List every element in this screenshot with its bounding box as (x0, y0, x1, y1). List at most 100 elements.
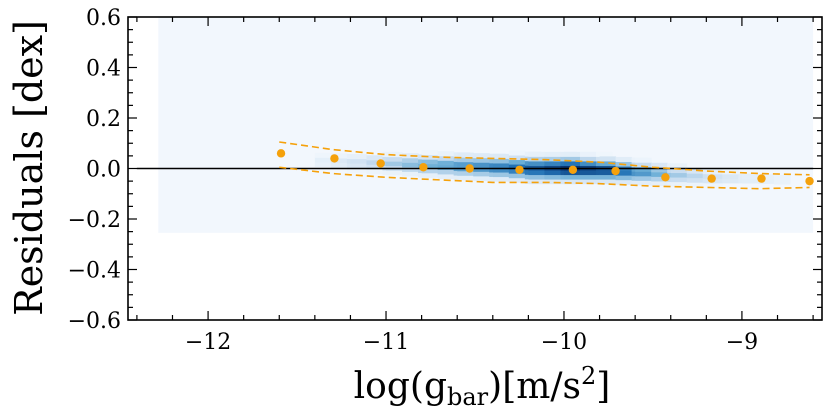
density-cell (615, 156, 633, 162)
x-axis-title-subscript: bar (447, 383, 489, 411)
band-line-1 (279, 141, 810, 176)
density-cell (457, 170, 474, 176)
density-cell (651, 171, 668, 177)
density-cell (457, 157, 474, 163)
density-cell (635, 180, 652, 186)
density-cell (473, 171, 490, 177)
median-point (568, 165, 578, 174)
density-cell (651, 167, 668, 173)
density-cell (330, 153, 348, 159)
density-cell (528, 170, 545, 176)
density-cell (457, 152, 474, 158)
density-cell (528, 151, 545, 157)
density-cell (508, 177, 526, 183)
density-cell (421, 154, 439, 160)
density-cell (508, 173, 526, 179)
y-tick-label: 0.2 (86, 107, 121, 132)
density-cell (437, 160, 455, 166)
density-cell (579, 151, 597, 157)
density-cell (314, 152, 332, 158)
density-cell (544, 160, 561, 166)
y-tick-label: 0.0 (86, 158, 121, 183)
density-cell (563, 156, 581, 162)
density-cell (651, 180, 668, 186)
x-tick-label: −12 (185, 330, 231, 355)
density-cell (350, 163, 367, 169)
density-cell (386, 161, 403, 167)
density-cell (508, 159, 526, 165)
density-cell (492, 172, 510, 178)
density-cell (599, 170, 617, 176)
median-point (465, 164, 474, 173)
density-cell (596, 151, 613, 157)
density-cell (670, 167, 688, 174)
density-cell (635, 175, 652, 181)
y-tick-label: 0.4 (86, 57, 121, 82)
median-point (805, 176, 814, 186)
y-tick-label: 0.6 (86, 6, 121, 31)
median-point (276, 149, 286, 158)
density-cell (437, 173, 455, 179)
x-axis-title-superscript: 2 (581, 362, 596, 390)
tick-labels: −12 −11 −10 −9 −0.6 −0.4 −0.2 0.0 0.2 0.4 0.6 (68, 6, 759, 355)
histogram-background (158, 17, 814, 233)
density-cell (421, 163, 439, 169)
density-cell (421, 172, 439, 178)
median-points-layer (276, 149, 814, 186)
density-cell (615, 175, 633, 181)
density-cell (544, 156, 561, 162)
x-tick-label: −9 (726, 330, 758, 355)
density-cell (651, 162, 668, 168)
density-cell (741, 173, 759, 179)
band-line-2 (279, 166, 810, 190)
density-cell (579, 174, 597, 180)
x-axis-title-main: log(g (354, 366, 447, 407)
density-cell (706, 169, 723, 175)
median-point (707, 174, 716, 183)
density-cell (473, 175, 490, 181)
density-cell (350, 158, 367, 164)
density-cell (421, 159, 439, 165)
density-cell (563, 174, 581, 180)
x-axis-title-end: ] (596, 366, 610, 407)
density-cell (651, 176, 668, 182)
density-cell (686, 168, 704, 174)
density-cell (544, 151, 561, 157)
density-cell (544, 179, 561, 185)
median-point (757, 174, 766, 183)
density-cell (757, 178, 775, 184)
density-cell (670, 163, 688, 169)
density-cell (366, 164, 383, 170)
density-cell (314, 161, 332, 167)
density-cell (528, 160, 545, 166)
density-cell (350, 167, 367, 173)
density-cell (402, 171, 419, 177)
density-cell (437, 155, 455, 161)
density-cell (492, 158, 510, 164)
density-cell (563, 160, 581, 166)
density-cell (350, 154, 367, 160)
density-cell (579, 170, 597, 176)
density-cell (457, 161, 474, 167)
density-cell (402, 153, 419, 159)
density-cell (528, 174, 545, 180)
density-cell (473, 153, 490, 159)
density-cell (670, 172, 688, 178)
density-cell (722, 173, 739, 179)
axis-ticks (128, 16, 822, 321)
median-point (419, 163, 428, 172)
scatter-band-layer (279, 141, 810, 190)
median-point (611, 166, 620, 176)
density-cell (473, 166, 490, 172)
x-axis-title: log(gbar)[m/s2] (354, 362, 611, 411)
density-cell (773, 179, 791, 185)
density-cell (544, 170, 561, 176)
density-cell (686, 173, 704, 179)
density-cell (421, 150, 439, 156)
density-cell (615, 179, 633, 185)
density-cell (366, 159, 383, 165)
x-tick-label: −11 (363, 330, 409, 355)
density-cell (722, 178, 739, 184)
density-cell (599, 160, 617, 166)
